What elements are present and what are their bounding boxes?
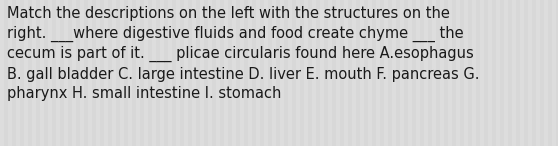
Bar [64, 0, 68, 146]
Bar [552, 0, 556, 146]
Bar [256, 0, 260, 146]
Bar [528, 0, 532, 146]
Bar [176, 0, 180, 146]
Bar [488, 0, 492, 146]
Bar [184, 0, 188, 146]
Bar [192, 0, 196, 146]
Bar [56, 0, 60, 146]
Bar [432, 0, 436, 146]
Bar [392, 0, 396, 146]
Bar [0, 0, 4, 146]
Bar [440, 0, 444, 146]
Bar [128, 0, 132, 146]
Bar [352, 0, 356, 146]
Bar [280, 0, 284, 146]
Bar [72, 0, 76, 146]
Bar [16, 0, 20, 146]
Bar [152, 0, 156, 146]
Bar [88, 0, 92, 146]
Bar [80, 0, 84, 146]
Bar [104, 0, 108, 146]
Bar [136, 0, 140, 146]
Bar [160, 0, 164, 146]
Bar [384, 0, 388, 146]
Bar [272, 0, 276, 146]
Bar [288, 0, 292, 146]
Bar [232, 0, 236, 146]
Bar [360, 0, 364, 146]
Bar [264, 0, 268, 146]
Bar [416, 0, 420, 146]
Bar [504, 0, 508, 146]
Bar [368, 0, 372, 146]
Bar [208, 0, 212, 146]
Bar [464, 0, 468, 146]
Bar [328, 0, 332, 146]
Bar [520, 0, 524, 146]
Bar [480, 0, 484, 146]
Bar [376, 0, 380, 146]
Bar [320, 0, 324, 146]
Bar [544, 0, 548, 146]
Bar [512, 0, 516, 146]
Bar [472, 0, 476, 146]
Bar [120, 0, 124, 146]
Bar [344, 0, 348, 146]
Bar [24, 0, 28, 146]
Bar [224, 0, 228, 146]
Bar [336, 0, 340, 146]
Bar [112, 0, 116, 146]
Bar [304, 0, 308, 146]
Bar [240, 0, 244, 146]
Bar [200, 0, 204, 146]
Bar [168, 0, 172, 146]
Bar [40, 0, 44, 146]
Bar [408, 0, 412, 146]
Bar [96, 0, 100, 146]
Bar [456, 0, 460, 146]
Bar [296, 0, 300, 146]
Bar [496, 0, 500, 146]
Bar [216, 0, 220, 146]
Bar [144, 0, 148, 146]
Bar [32, 0, 36, 146]
Text: Match the descriptions on the left with the structures on the
right. ___where di: Match the descriptions on the left with … [7, 6, 480, 101]
Bar [536, 0, 540, 146]
Bar [400, 0, 404, 146]
Bar [448, 0, 452, 146]
Bar [248, 0, 252, 146]
Bar [424, 0, 428, 146]
Bar [312, 0, 316, 146]
Bar [8, 0, 12, 146]
Bar [48, 0, 52, 146]
